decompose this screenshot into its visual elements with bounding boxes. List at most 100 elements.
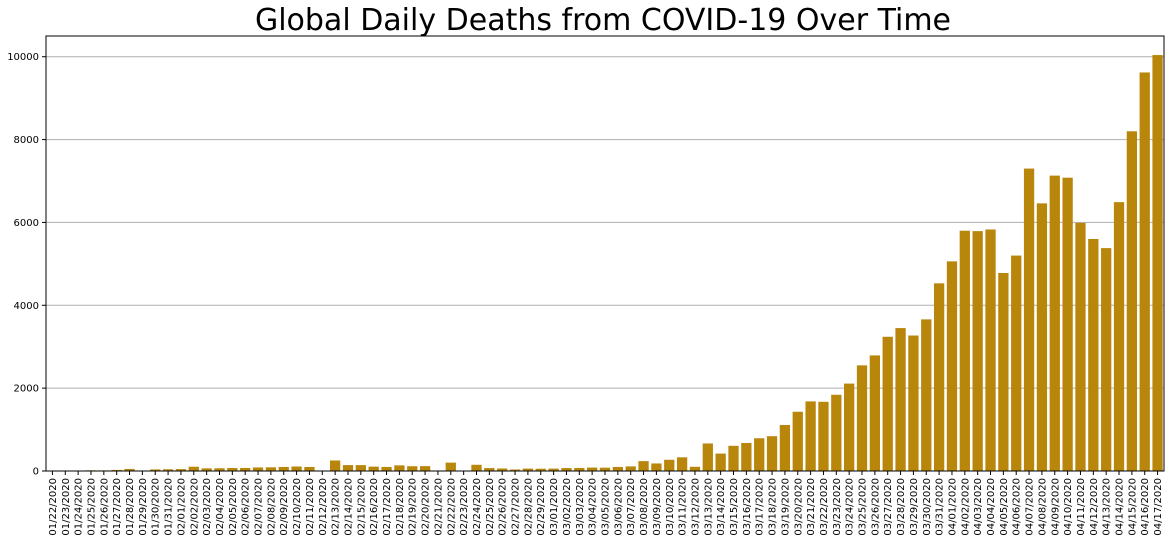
x-tick-label: 04/07/2020 xyxy=(1025,478,1036,536)
x-tick-label: 03/04/2020 xyxy=(588,478,599,536)
x-tick-label: 04/04/2020 xyxy=(986,478,997,536)
y-tick-label: 10000 xyxy=(7,52,39,63)
x-tick-label: 03/08/2020 xyxy=(639,478,650,536)
bar xyxy=(471,464,482,471)
x-tick-label: 03/14/2020 xyxy=(716,478,727,536)
bar xyxy=(201,468,212,471)
x-tick-label: 02/08/2020 xyxy=(266,478,277,536)
bar xyxy=(561,468,572,471)
bar xyxy=(587,467,598,471)
x-tick-label: 01/31/2020 xyxy=(164,478,175,536)
bar xyxy=(1152,55,1163,472)
bar xyxy=(445,462,456,471)
bar xyxy=(419,466,431,471)
bar xyxy=(908,335,919,471)
bar xyxy=(754,438,765,471)
x-tick-label: 04/06/2020 xyxy=(1012,478,1023,536)
x-tick-label: 03/15/2020 xyxy=(729,478,740,536)
bar xyxy=(664,459,675,471)
bar xyxy=(574,467,585,471)
bar xyxy=(407,466,418,471)
x-tick-label: 01/25/2020 xyxy=(86,478,97,536)
bar xyxy=(304,466,315,471)
x-tick-label: 04/15/2020 xyxy=(1127,478,1138,536)
x-tick-label: 03/09/2020 xyxy=(652,478,663,536)
y-tick-label: 0 xyxy=(33,467,39,478)
x-tick-label: 02/18/2020 xyxy=(395,478,406,536)
bar xyxy=(869,355,881,471)
x-tick-label: 02/27/2020 xyxy=(511,478,522,536)
x-tick-label: 03/07/2020 xyxy=(626,478,637,536)
bar xyxy=(381,466,392,471)
x-tick-label: 03/25/2020 xyxy=(858,478,869,536)
chart-title: Global Daily Deaths from COVID-19 Over T… xyxy=(255,3,951,38)
grid-lines xyxy=(46,56,1164,389)
x-tick-label: 02/13/2020 xyxy=(331,478,342,536)
x-tick-label: 01/29/2020 xyxy=(138,478,149,536)
bar xyxy=(509,469,521,471)
x-tick-label: 03/26/2020 xyxy=(870,478,881,536)
bar xyxy=(818,401,829,471)
bar xyxy=(291,466,302,471)
plot-frame xyxy=(45,35,1165,472)
y-tick-label: 2000 xyxy=(14,384,39,395)
x-tick-label: 04/03/2020 xyxy=(973,478,984,536)
x-tick-label: 03/23/2020 xyxy=(832,478,843,536)
x-tick-label: 04/16/2020 xyxy=(1140,478,1151,536)
x-tick-label: 03/28/2020 xyxy=(896,478,907,536)
x-tick-label: 03/29/2020 xyxy=(909,478,920,536)
bar xyxy=(689,466,701,471)
x-tick-label: 02/23/2020 xyxy=(459,478,470,536)
bar xyxy=(728,445,739,471)
x-tick-label: 02/29/2020 xyxy=(536,478,547,536)
x-tick-label: 03/18/2020 xyxy=(768,478,779,536)
x-tick-label: 03/06/2020 xyxy=(613,478,624,536)
bar xyxy=(779,425,791,471)
y-axis-ticks: 0 2000 4000 6000 8000 10000 xyxy=(7,52,46,478)
x-tick-label: 02/12/2020 xyxy=(318,478,329,536)
x-tick-label: 02/20/2020 xyxy=(421,478,432,536)
bar xyxy=(1049,175,1060,471)
x-axis-ticks: 01/22/2020 01/23/2020 01/24/2020 01/25/2020… xyxy=(48,471,1164,536)
bar xyxy=(715,453,726,471)
x-tick-label: 02/24/2020 xyxy=(472,478,483,536)
x-tick-label: 03/17/2020 xyxy=(755,478,766,536)
bar xyxy=(252,467,264,471)
bars xyxy=(60,55,1163,472)
x-tick-label: 03/20/2020 xyxy=(793,478,804,536)
bar xyxy=(1062,177,1073,471)
bar xyxy=(933,283,945,471)
bar xyxy=(240,467,251,471)
bar xyxy=(111,469,122,471)
x-tick-label: 03/03/2020 xyxy=(575,478,586,536)
x-tick-label: 03/21/2020 xyxy=(806,478,817,536)
bar xyxy=(766,436,778,471)
bar xyxy=(1139,72,1150,471)
x-tick-label: 02/16/2020 xyxy=(369,478,380,536)
bar xyxy=(484,468,495,471)
x-tick-label: 02/19/2020 xyxy=(408,478,419,536)
bar xyxy=(895,328,906,471)
x-tick-label: 01/28/2020 xyxy=(125,478,136,536)
bar xyxy=(1113,202,1125,471)
x-tick-label: 02/25/2020 xyxy=(485,478,496,536)
bar xyxy=(1075,222,1086,471)
x-tick-label: 03/24/2020 xyxy=(845,478,856,536)
x-tick-label: 03/02/2020 xyxy=(562,478,573,536)
bar xyxy=(355,465,366,471)
x-tick-label: 01/30/2020 xyxy=(151,478,162,536)
x-tick-label: 01/27/2020 xyxy=(112,478,123,536)
bar xyxy=(394,465,405,471)
x-tick-label: 02/05/2020 xyxy=(228,478,239,536)
bar xyxy=(162,469,174,471)
bar xyxy=(831,394,842,471)
x-tick-label: 03/01/2020 xyxy=(549,478,560,536)
bar xyxy=(741,442,752,471)
x-tick-label: 02/14/2020 xyxy=(343,478,354,536)
x-tick-label: 02/11/2020 xyxy=(305,478,316,536)
bar xyxy=(998,272,1009,471)
x-tick-label: 03/19/2020 xyxy=(780,478,791,536)
x-tick-label: 03/10/2020 xyxy=(665,478,676,536)
bar xyxy=(1101,248,1112,471)
bar xyxy=(1088,239,1099,471)
